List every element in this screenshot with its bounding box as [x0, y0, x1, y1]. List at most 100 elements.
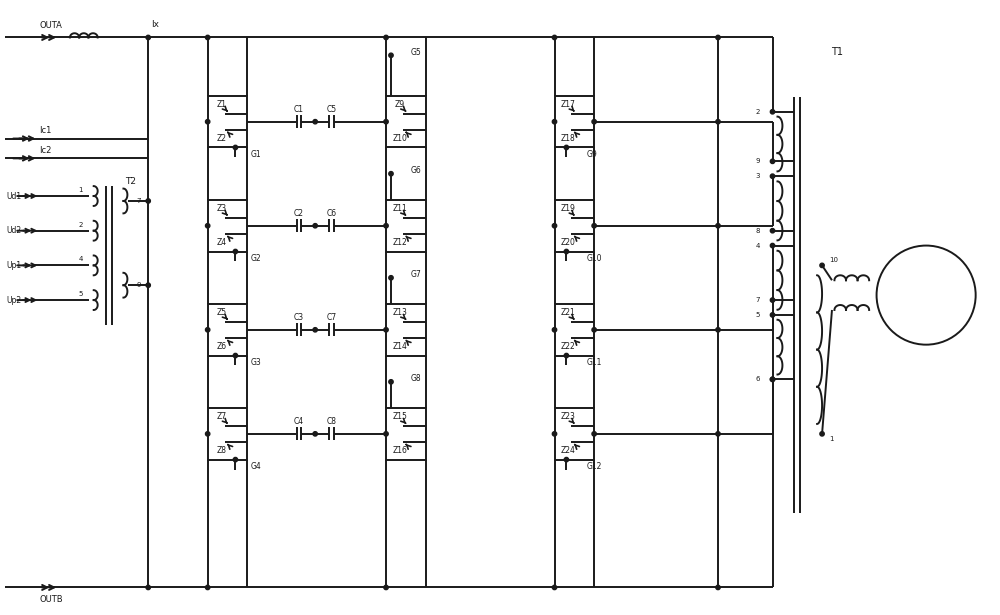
Text: Up1: Up1 — [6, 261, 22, 270]
Circle shape — [384, 224, 388, 228]
Text: Ud1: Ud1 — [6, 191, 22, 200]
Text: 3: 3 — [755, 173, 760, 179]
Text: Ud2: Ud2 — [6, 226, 22, 235]
Text: Z9: Z9 — [395, 100, 405, 109]
Text: G4: G4 — [250, 462, 261, 471]
Text: Z5: Z5 — [216, 308, 227, 317]
Text: G12: G12 — [586, 462, 602, 471]
Circle shape — [389, 379, 393, 384]
Text: Ic2: Ic2 — [39, 146, 52, 155]
Text: Z3: Z3 — [216, 204, 227, 213]
Text: 5: 5 — [79, 291, 83, 297]
Text: Z10: Z10 — [392, 134, 407, 143]
Circle shape — [592, 119, 596, 124]
Circle shape — [205, 432, 210, 436]
Circle shape — [770, 174, 775, 178]
Text: Z17: Z17 — [561, 100, 576, 109]
Circle shape — [716, 119, 720, 124]
Text: Z23: Z23 — [561, 412, 576, 421]
Circle shape — [820, 432, 824, 436]
Text: T2: T2 — [125, 177, 136, 186]
Text: G9: G9 — [586, 150, 597, 159]
Circle shape — [389, 53, 393, 57]
Circle shape — [384, 432, 388, 436]
Circle shape — [233, 249, 238, 254]
Text: G6: G6 — [411, 166, 422, 175]
Circle shape — [205, 119, 210, 124]
Text: 2: 2 — [755, 109, 760, 115]
Text: Ic1: Ic1 — [39, 126, 52, 135]
Circle shape — [205, 35, 210, 39]
Text: Z20: Z20 — [561, 238, 576, 247]
Text: C1: C1 — [294, 105, 304, 114]
Text: C7: C7 — [326, 314, 337, 322]
Text: 9: 9 — [136, 282, 141, 288]
Circle shape — [770, 313, 775, 317]
Circle shape — [716, 585, 720, 590]
Circle shape — [384, 328, 388, 332]
Circle shape — [146, 35, 150, 39]
Text: C6: C6 — [326, 209, 337, 218]
Circle shape — [384, 119, 388, 124]
Bar — [208, 96, 247, 148]
Circle shape — [205, 224, 210, 228]
Bar — [555, 96, 594, 148]
Circle shape — [716, 328, 720, 332]
Circle shape — [716, 35, 720, 39]
Text: C8: C8 — [327, 418, 337, 426]
Text: OUTA: OUTA — [39, 21, 62, 30]
Bar — [555, 408, 594, 459]
Text: Z1: Z1 — [217, 100, 227, 109]
Circle shape — [770, 244, 775, 248]
Bar — [208, 408, 247, 459]
Text: Ix: Ix — [151, 20, 159, 29]
Text: 4: 4 — [755, 242, 760, 248]
Text: G8: G8 — [411, 375, 421, 383]
Circle shape — [384, 585, 388, 590]
Circle shape — [552, 432, 557, 436]
Circle shape — [770, 229, 775, 233]
Text: Z14: Z14 — [392, 343, 407, 351]
Text: Z19: Z19 — [561, 204, 576, 213]
Text: Up2: Up2 — [6, 296, 22, 304]
Circle shape — [146, 585, 150, 590]
Circle shape — [564, 354, 569, 358]
Text: Z8: Z8 — [217, 446, 227, 455]
Circle shape — [552, 35, 557, 39]
Text: G1: G1 — [250, 150, 261, 159]
Circle shape — [592, 328, 596, 332]
Text: G7: G7 — [411, 271, 422, 279]
Circle shape — [820, 263, 824, 268]
Circle shape — [716, 224, 720, 228]
Circle shape — [552, 585, 557, 590]
Text: Z22: Z22 — [561, 343, 576, 351]
Bar — [386, 96, 426, 148]
Text: 1: 1 — [829, 436, 834, 442]
Text: OUTB: OUTB — [39, 595, 63, 604]
Circle shape — [233, 354, 238, 358]
Text: C4: C4 — [294, 418, 304, 426]
Circle shape — [770, 298, 775, 302]
Bar — [386, 304, 426, 355]
Text: Z21: Z21 — [561, 308, 576, 317]
Text: 7: 7 — [755, 297, 760, 303]
Text: Z24: Z24 — [561, 446, 576, 455]
Text: C5: C5 — [326, 105, 337, 114]
Circle shape — [313, 328, 317, 332]
Text: C2: C2 — [294, 209, 304, 218]
Circle shape — [770, 377, 775, 381]
Circle shape — [233, 458, 238, 462]
Circle shape — [770, 377, 775, 381]
Bar — [208, 304, 247, 355]
Text: 2: 2 — [79, 222, 83, 228]
Circle shape — [384, 35, 388, 39]
Circle shape — [146, 283, 150, 287]
Text: G5: G5 — [411, 48, 422, 57]
Text: G3: G3 — [250, 358, 261, 367]
Text: Z13: Z13 — [392, 308, 407, 317]
Circle shape — [552, 328, 557, 332]
Circle shape — [146, 199, 150, 203]
Circle shape — [770, 159, 775, 164]
Text: Z16: Z16 — [392, 446, 407, 455]
Circle shape — [389, 172, 393, 176]
